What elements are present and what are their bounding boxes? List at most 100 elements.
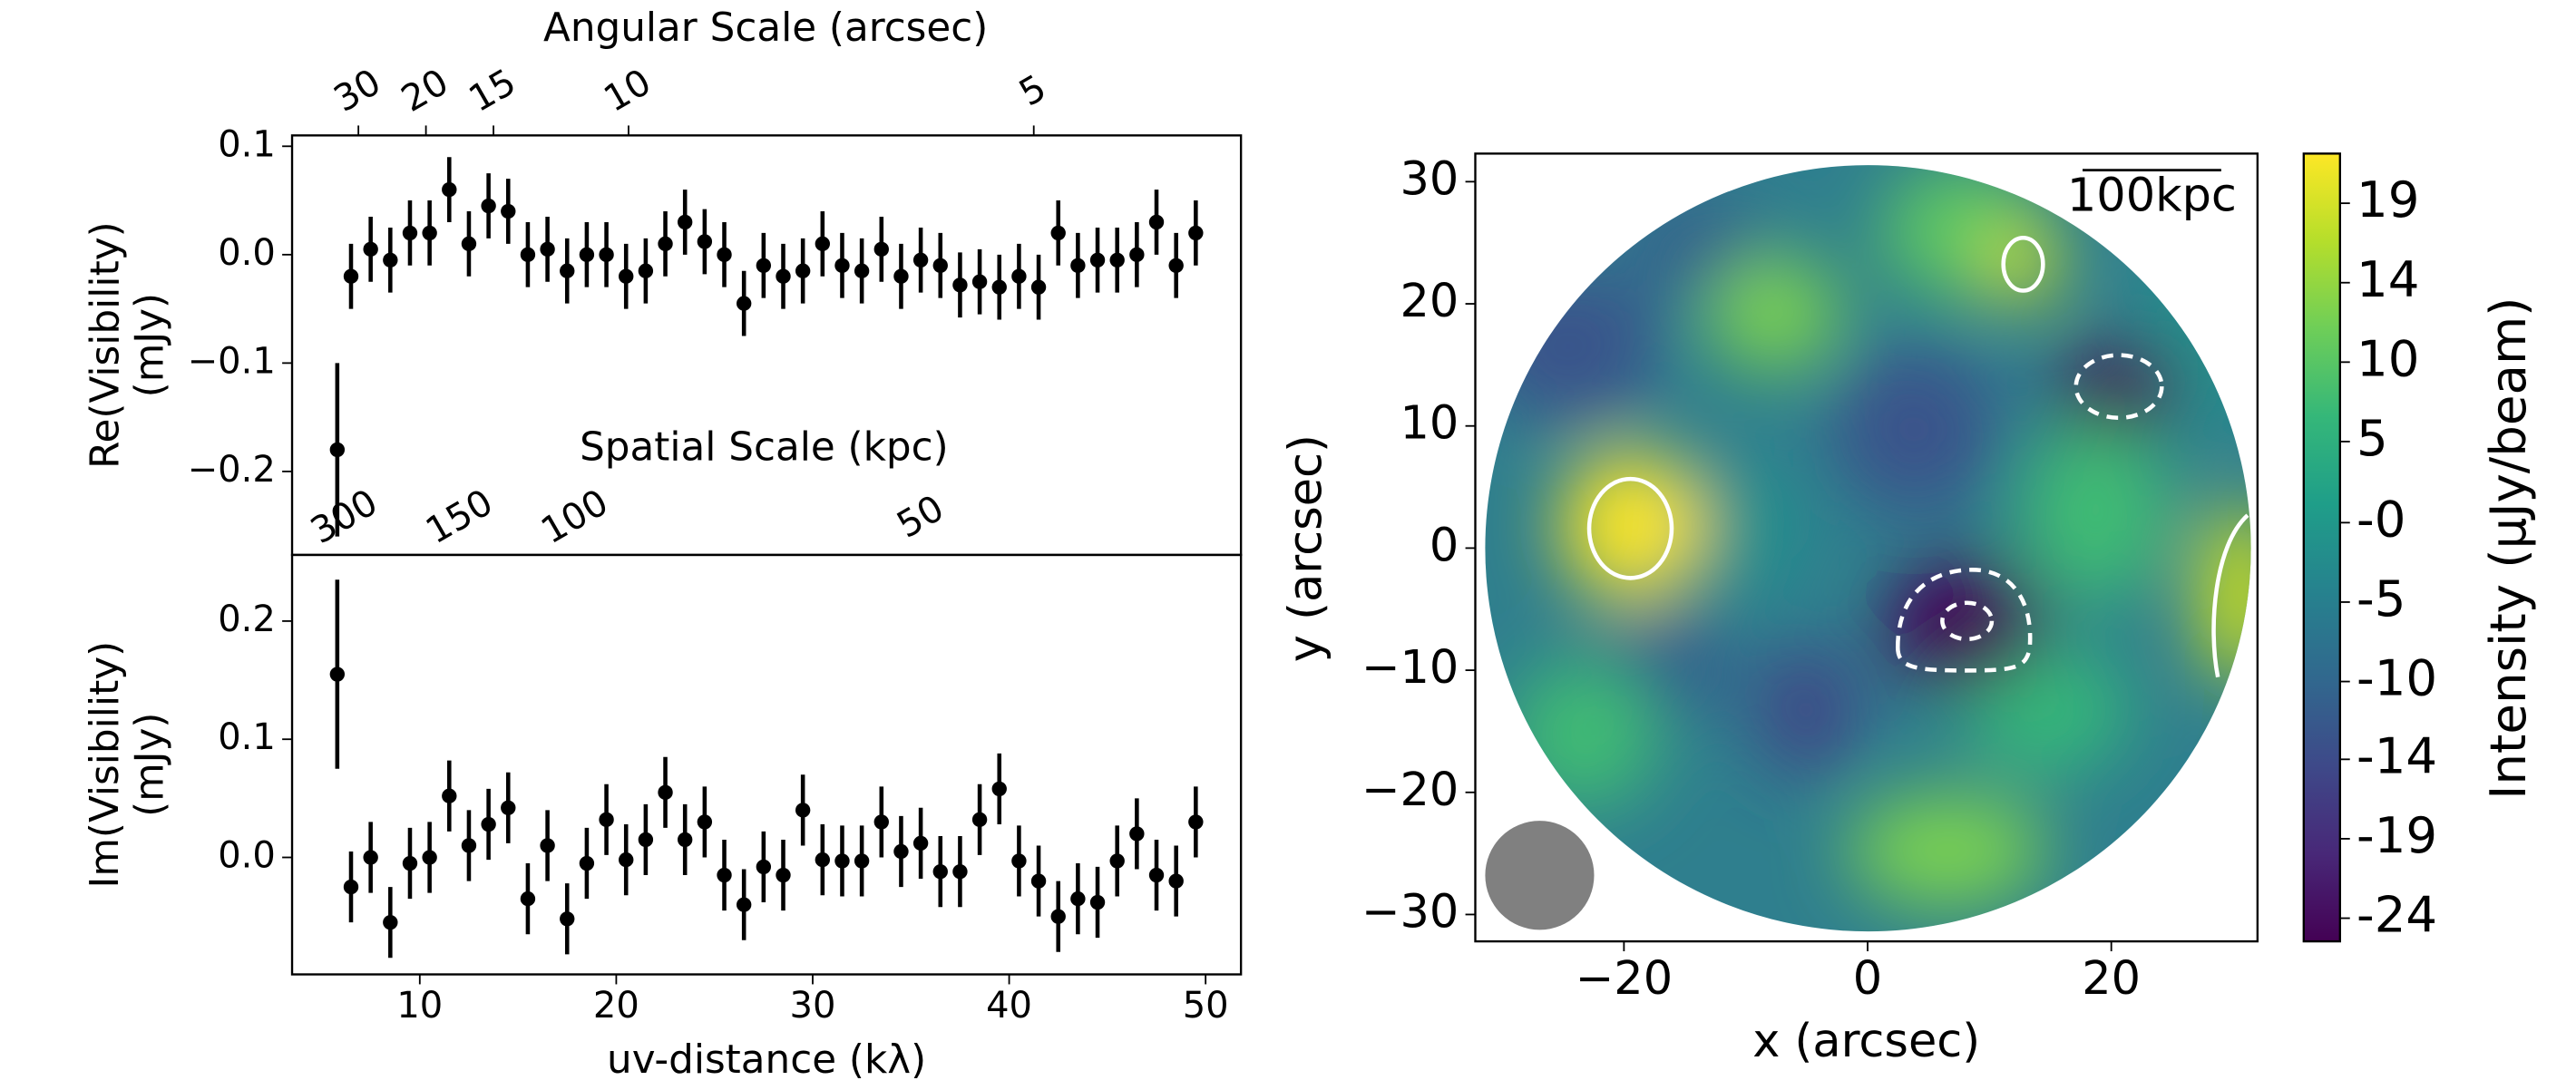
y-tick-label: −10	[1361, 641, 1459, 695]
top-tick-label: 15	[463, 62, 523, 121]
data-point	[442, 788, 457, 803]
data-point	[815, 236, 831, 252]
data-point	[1011, 853, 1027, 869]
spatial-tick-label: 100	[534, 482, 615, 552]
data-point	[1109, 853, 1125, 869]
data-point	[873, 241, 889, 258]
top-axis-label: Angular Scale (arcsec)	[543, 5, 988, 51]
data-point	[579, 855, 595, 871]
data-point	[697, 814, 713, 830]
data-point	[717, 867, 732, 883]
colorbar	[2302, 152, 2342, 943]
y-axis-label: Im(Visibility)	[82, 641, 128, 889]
data-point	[1070, 258, 1086, 273]
y-axis-label: (mJy)	[126, 713, 172, 817]
colorbar-tick-label: 5	[2356, 409, 2388, 467]
data-point	[1089, 252, 1106, 268]
colorbar-label: Intensity (μJy/beam)	[2479, 297, 2537, 800]
data-point	[834, 258, 850, 273]
data-point	[481, 198, 496, 214]
data-point	[383, 252, 398, 268]
data-point	[873, 814, 889, 830]
y-tick-label: 0.1	[218, 716, 276, 758]
data-point	[329, 442, 346, 458]
data-point	[932, 863, 948, 880]
spatial-tick-label: 150	[419, 482, 500, 552]
data-point	[560, 263, 575, 278]
data-point	[658, 236, 673, 252]
data-point	[560, 911, 575, 927]
x-tick-label: 10	[396, 985, 443, 1027]
data-point	[501, 800, 516, 815]
data-point	[461, 236, 477, 252]
data-point	[363, 241, 378, 258]
data-point	[1188, 225, 1204, 241]
y-axis-label: y (arcsec)	[1280, 434, 1333, 662]
x-tick-label: 30	[790, 985, 836, 1027]
x-tick-label: 50	[1183, 985, 1229, 1027]
axes-frame	[290, 553, 1243, 976]
data-point	[1050, 225, 1066, 241]
data-point	[932, 258, 948, 273]
y-axis-label: Re(Visibility)	[82, 221, 128, 468]
data-point	[1148, 867, 1165, 883]
colorbar-tick-label: 19	[2356, 170, 2419, 229]
y-tick-label: −0.2	[188, 449, 276, 491]
data-point	[1109, 252, 1125, 268]
y-tick-label: −20	[1361, 764, 1459, 817]
x-axis-label: uv-distance (kλ)	[607, 1036, 926, 1083]
y-tick-label: 0	[1429, 519, 1459, 572]
data-point	[501, 203, 516, 219]
spatial-tick-label: 50	[890, 487, 951, 546]
data-point	[1030, 279, 1047, 295]
x-axis-label: x (arcsec)	[1752, 1015, 1980, 1068]
data-point	[638, 832, 654, 848]
data-point	[1129, 826, 1145, 842]
colorbar-tick-label: 14	[2356, 250, 2419, 308]
data-point	[834, 853, 850, 869]
data-point	[599, 812, 614, 828]
data-point	[402, 225, 418, 241]
intensity-map	[1485, 165, 2251, 932]
scale-bar-label: 100kpc	[2067, 170, 2237, 223]
colorbar-tick-label: -10	[2356, 649, 2437, 707]
data-point	[343, 268, 359, 284]
data-point	[540, 838, 555, 853]
data-point	[442, 181, 457, 198]
data-point	[520, 247, 536, 263]
data-point	[638, 263, 654, 278]
data-point	[619, 268, 634, 284]
data-point	[678, 214, 693, 230]
data-point	[854, 263, 870, 278]
data-point	[619, 852, 634, 868]
colorbar-tick-label: -0	[2356, 490, 2405, 548]
data-point	[912, 252, 929, 268]
data-point	[717, 247, 732, 263]
data-point	[952, 863, 968, 880]
colorbar-tick-label: -14	[2356, 726, 2437, 784]
top-tick-label: 30	[327, 62, 388, 121]
y-tick-label: 0.0	[218, 834, 276, 876]
data-point	[971, 274, 988, 289]
data-point	[795, 803, 811, 818]
x-tick-label: 20	[2082, 952, 2141, 1006]
top-tick-label: 20	[395, 62, 455, 121]
data-point	[756, 859, 772, 875]
data-point	[1129, 247, 1145, 263]
data-point	[1089, 894, 1106, 910]
data-point	[736, 296, 752, 311]
data-point	[1148, 214, 1165, 230]
y-tick-label: 0.2	[218, 599, 276, 640]
colorbar-tick-label: -24	[2356, 886, 2437, 944]
data-point	[776, 268, 791, 284]
top-tick-label: 5	[1012, 67, 1053, 115]
y-tick-label: 20	[1400, 275, 1459, 328]
data-point	[599, 247, 614, 263]
data-point	[991, 279, 1007, 295]
data-point	[795, 263, 811, 278]
beam	[1485, 821, 1595, 930]
data-point	[776, 867, 791, 883]
x-tick-label: 20	[593, 985, 639, 1027]
data-point	[815, 852, 831, 868]
top-tick-label: 10	[597, 62, 658, 121]
